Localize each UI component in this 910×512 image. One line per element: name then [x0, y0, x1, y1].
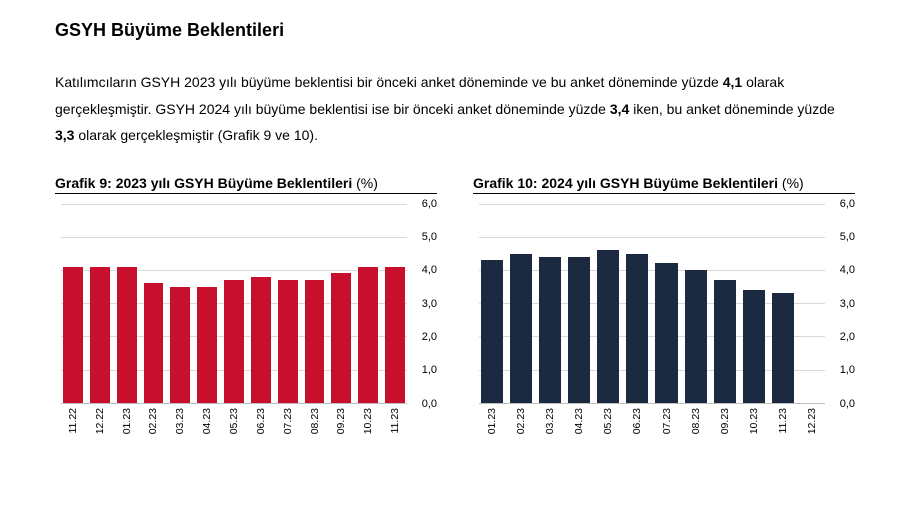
bar: [278, 280, 298, 403]
x-tick-label: 03.23: [539, 408, 561, 439]
y-tick-label: 3,0: [840, 298, 855, 310]
y-tick-label: 0,0: [422, 398, 437, 410]
x-tick-label: 10.23: [743, 408, 765, 439]
x-tick-label: 10.23: [358, 408, 378, 439]
x-tick-label: 04.23: [197, 408, 217, 439]
y-tick-label: 4,0: [840, 264, 855, 276]
x-tick-label: 12.23: [801, 408, 823, 439]
chart-10: Grafik 10: 2024 yılı GSYH Büyüme Beklent…: [473, 175, 855, 439]
chart-9-plot: [61, 204, 407, 404]
bar: [539, 257, 561, 403]
x-tick-label: 06.23: [626, 408, 648, 439]
bar: [197, 287, 217, 403]
x-tick-label: 02.23: [144, 408, 164, 439]
chart-10-title-suffix: (%): [778, 175, 804, 191]
chart-9-title: Grafik 9: 2023 yılı GSYH Büyüme Beklenti…: [55, 175, 437, 194]
y-tick-label: 1,0: [840, 364, 855, 376]
bar: [597, 250, 619, 403]
y-tick-label: 2,0: [422, 331, 437, 343]
y-tick-label: 6,0: [422, 198, 437, 210]
chart-10-plot: [479, 204, 825, 404]
x-tick-label: 09.23: [714, 408, 736, 439]
bar: [63, 267, 83, 403]
charts-row: Grafik 9: 2023 yılı GSYH Büyüme Beklenti…: [55, 175, 855, 439]
para-part-6: olarak gerçekleşmiştir (Grafik 9 ve 10).: [74, 127, 318, 143]
y-tick-label: 1,0: [422, 364, 437, 376]
x-tick-label: 08.23: [305, 408, 325, 439]
bar: [481, 260, 503, 403]
x-tick-label: 11.23: [385, 408, 405, 439]
bars-container: [479, 204, 825, 403]
chart-9-title-suffix: (%): [352, 175, 378, 191]
bar: [117, 267, 137, 403]
y-tick-label: 2,0: [840, 331, 855, 343]
bar: [772, 293, 794, 402]
bar: [385, 267, 405, 403]
chart-9: Grafik 9: 2023 yılı GSYH Büyüme Beklenti…: [55, 175, 437, 439]
x-tick-label: 07.23: [278, 408, 298, 439]
bar: [251, 277, 271, 403]
bar: [144, 283, 164, 402]
y-tick-label: 3,0: [422, 298, 437, 310]
chart-9-frame: 0,01,02,03,04,05,06,0: [55, 204, 437, 404]
chart-10-title-bold: Grafik 10: 2024 yılı GSYH Büyüme Beklent…: [473, 175, 778, 191]
bar: [685, 270, 707, 403]
para-bold-1: 4,1: [723, 74, 742, 90]
x-tick-label: 06.23: [251, 408, 271, 439]
intro-paragraph: Katılımcıların GSYH 2023 yılı büyüme bek…: [55, 69, 855, 149]
section-title: GSYH Büyüme Beklentileri: [55, 20, 855, 41]
x-tick-label: 12.22: [90, 408, 110, 439]
bar: [714, 280, 736, 403]
bar: [224, 280, 244, 403]
bar: [170, 287, 190, 403]
para-part-4: iken, bu anket döneminde yüzde: [629, 101, 834, 117]
chart-10-title: Grafik 10: 2024 yılı GSYH Büyüme Beklent…: [473, 175, 855, 194]
bar: [568, 257, 590, 403]
y-tick-label: 5,0: [422, 231, 437, 243]
chart-10-x-axis: 01.23 02.23 03.23 04.23 05.23 06.23 07.23 08.23…: [479, 404, 825, 439]
chart-9-title-bold: Grafik 9: 2023 yılı GSYH Büyüme Beklenti…: [55, 175, 352, 191]
x-tick-label: 02.23: [510, 408, 532, 439]
y-tick-label: 4,0: [422, 264, 437, 276]
y-tick-label: 6,0: [840, 198, 855, 210]
bar: [90, 267, 110, 403]
para-bold-5: 3,3: [55, 127, 74, 143]
bar: [305, 280, 325, 403]
para-bold-3: 3,4: [610, 101, 629, 117]
bars-container: [61, 204, 407, 403]
x-tick-label: 05.23: [224, 408, 244, 439]
chart-10-frame: 0,01,02,03,04,05,06,0: [473, 204, 855, 404]
bar: [626, 254, 648, 403]
x-tick-label: 03.23: [170, 408, 190, 439]
x-tick-label: 11.23: [772, 408, 794, 439]
x-tick-label: 05.23: [597, 408, 619, 439]
bar: [743, 290, 765, 403]
bar: [655, 263, 677, 402]
x-tick-label: 08.23: [685, 408, 707, 439]
x-tick-label: 11.22: [63, 408, 83, 439]
x-tick-label: 01.23: [481, 408, 503, 439]
chart-10-y-axis: 0,01,02,03,04,05,06,0: [825, 204, 855, 404]
bar: [331, 273, 351, 402]
chart-9-x-axis: 11.22 12.22 01.23 02.23 03.23 04.23 05.23 06.23…: [61, 404, 407, 439]
bar: [358, 267, 378, 403]
x-tick-label: 04.23: [568, 408, 590, 439]
x-tick-label: 09.23: [331, 408, 351, 439]
bar: [510, 254, 532, 403]
chart-9-y-axis: 0,01,02,03,04,05,06,0: [407, 204, 437, 404]
y-tick-label: 0,0: [840, 398, 855, 410]
y-tick-label: 5,0: [840, 231, 855, 243]
para-part-0: Katılımcıların GSYH 2023 yılı büyüme bek…: [55, 74, 723, 90]
x-tick-label: 01.23: [117, 408, 137, 439]
x-tick-label: 07.23: [655, 408, 677, 439]
